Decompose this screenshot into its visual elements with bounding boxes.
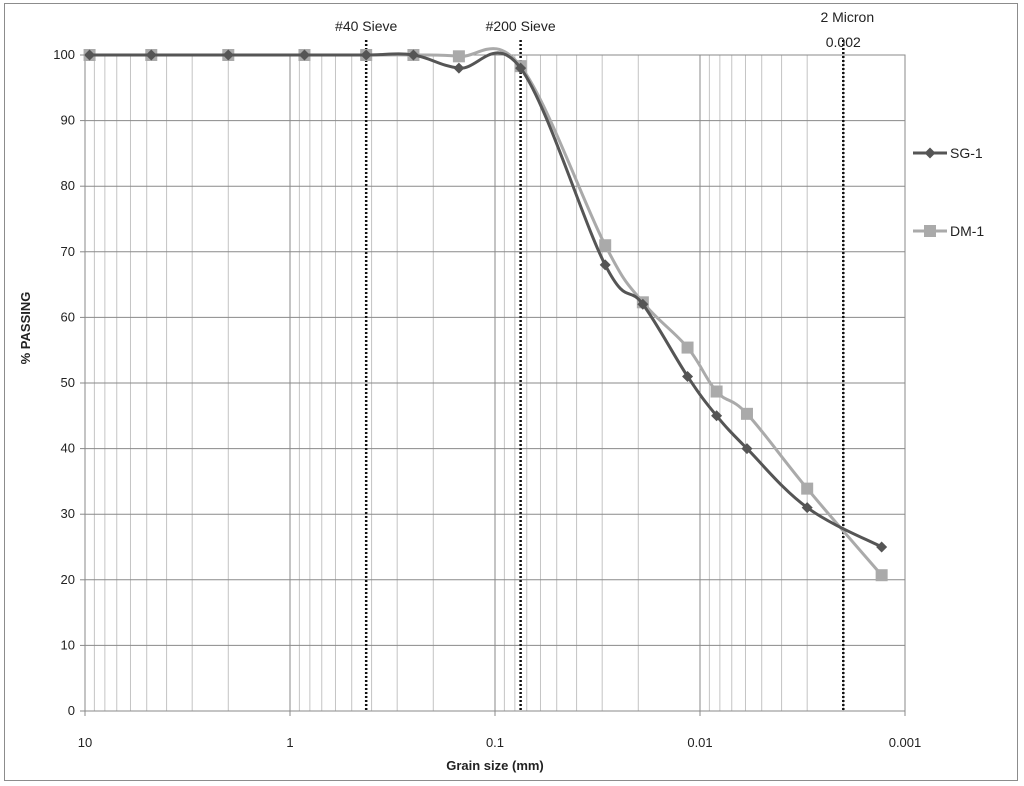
series-line: [89, 51, 883, 549]
series-layer: [83, 47, 888, 582]
legend-item-dm-1: DM-1: [913, 223, 984, 239]
data-point-diamond: [84, 49, 96, 61]
data-point-diamond: [360, 49, 372, 61]
grid: [85, 54, 906, 712]
legend-label: SG-1: [950, 145, 983, 161]
data-point-diamond: [682, 370, 694, 382]
data-point-diamond: [711, 410, 723, 422]
reference-label: #200 Sieve: [486, 18, 556, 34]
data-point-diamond: [145, 49, 157, 61]
y-axis-label: % PASSING: [18, 292, 33, 365]
x-tick-label: 0.01: [687, 735, 712, 750]
data-point-square: [681, 341, 694, 354]
legend-marker: [924, 225, 936, 237]
x-axis: 10 1 0.1 0.01 0.001: [78, 711, 922, 750]
reference-label: #40 Sieve: [335, 18, 397, 34]
y-tick-label: 50: [61, 375, 75, 390]
x-axis-label: Grain size (mm): [446, 758, 544, 773]
y-tick-label: 20: [61, 572, 75, 587]
y-tick-label: 60: [61, 309, 75, 324]
data-point-diamond: [801, 502, 813, 514]
data-point-diamond: [515, 62, 527, 74]
data-point-square: [740, 407, 753, 420]
legend-label: DM-1: [950, 223, 984, 239]
y-tick-label: 10: [61, 637, 75, 652]
y-tick-label: 90: [61, 113, 75, 128]
legend: SG-1 DM-1: [913, 145, 984, 239]
y-axis: 0 10 20 30 40 50 60 70 80 90 100: [53, 47, 85, 718]
y-tick-label: 0: [68, 703, 75, 718]
data-point-square: [452, 50, 465, 63]
y-tick-label: 100: [53, 47, 75, 62]
data-point-diamond: [741, 443, 753, 455]
x-tick-label: 1: [286, 735, 293, 750]
data-point-diamond: [637, 298, 649, 310]
series-sg-1: [84, 49, 888, 553]
reference-label: 2 Micron: [820, 9, 874, 25]
y-tick-label: 30: [61, 506, 75, 521]
data-point-square: [875, 569, 888, 582]
legend-marker: [924, 147, 936, 159]
data-point-square: [710, 385, 723, 398]
data-point-diamond: [599, 259, 611, 271]
data-point-diamond: [298, 49, 310, 61]
data-point-square: [599, 239, 612, 252]
data-point-diamond: [222, 49, 234, 61]
x-tick-label: 10: [78, 735, 92, 750]
x-tick-label: 0.1: [486, 735, 504, 750]
x-tick-label: 0.001: [889, 735, 922, 750]
y-tick-label: 80: [61, 178, 75, 193]
data-point-diamond: [453, 62, 465, 74]
y-tick-label: 40: [61, 441, 75, 456]
y-tick-label: 70: [61, 244, 75, 259]
legend-item-sg-1: SG-1: [913, 145, 983, 161]
data-point-square: [801, 482, 814, 495]
data-point-diamond: [407, 49, 419, 61]
reference-sublabel: 0.002: [826, 34, 861, 50]
reference-lines: #40 Sieve #200 Sieve 2 Micron 0.002: [335, 9, 874, 711]
data-point-diamond: [876, 541, 888, 553]
